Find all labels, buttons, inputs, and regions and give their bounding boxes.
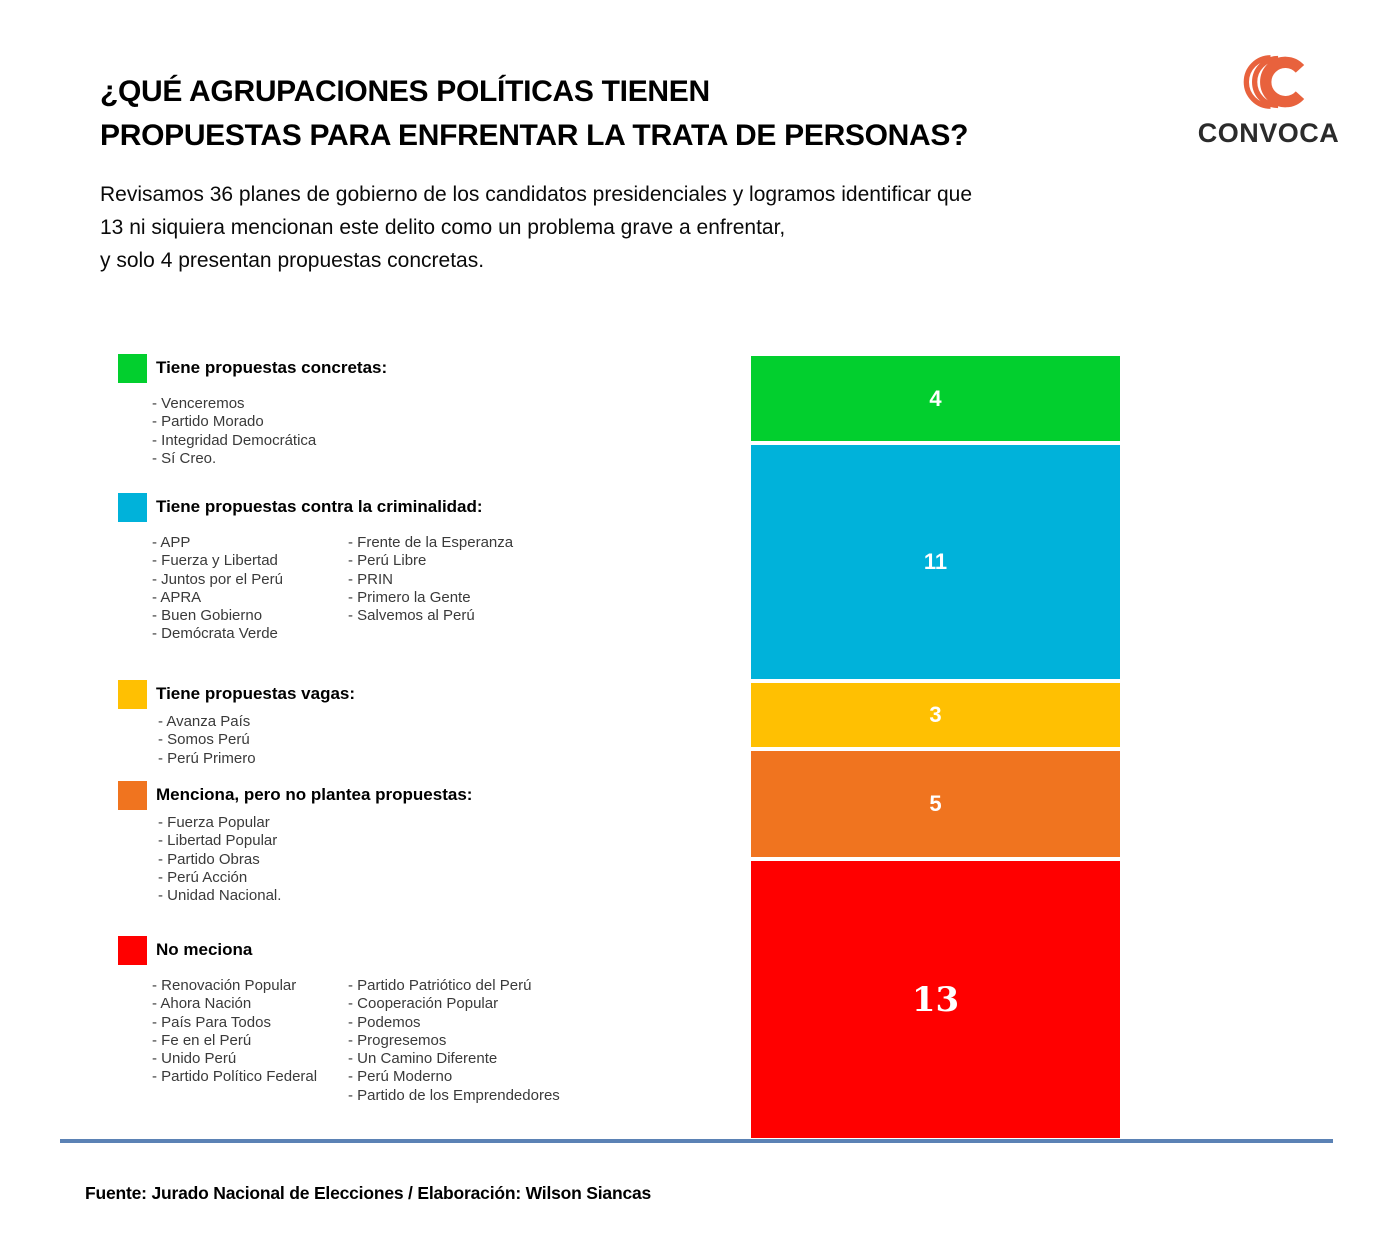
party-list-item: Perú Primero xyxy=(158,750,344,768)
yellow-swatch-icon xyxy=(118,679,147,709)
legend-title: No meciona xyxy=(156,940,253,959)
cyan-swatch-icon xyxy=(118,492,147,522)
party-list-item: Partido Obras xyxy=(158,851,344,869)
bar-value-label: 5 xyxy=(929,791,942,817)
party-list-item: Perú Moderno xyxy=(348,1068,560,1086)
legend-group-no-menciona: No meciona Renovación PopularAhora Nació… xyxy=(118,935,718,1105)
party-list-item: Salvemos al Perú xyxy=(348,607,534,625)
legend-head: No meciona xyxy=(118,935,718,965)
party-list-item: Sí Creo. xyxy=(152,450,338,468)
party-list-item: Renovación Popular xyxy=(152,977,338,995)
party-column: Renovación PopularAhora NaciónPaís Para … xyxy=(152,977,348,1105)
party-list-item: Primero la Gente xyxy=(348,589,534,607)
convoca-c-icon xyxy=(1243,55,1304,109)
legend-group-propuestas-vagas: Tiene propuestas vagas: Avanza PaísSomos… xyxy=(118,679,718,768)
party-list-item: Fuerza y Libertad xyxy=(152,552,338,570)
bar-segment-3: 5 xyxy=(751,750,1120,858)
party-list-item: APP xyxy=(152,534,338,552)
bar-value-label: 3 xyxy=(929,702,942,728)
party-list: APPFuerza y LibertadJuntos por el PerúAP… xyxy=(152,534,718,644)
legend-group-contra-criminalidad: Tiene propuestas contra la criminalidad:… xyxy=(118,492,718,644)
bar-segment-4: 13 xyxy=(751,861,1120,1138)
party-list-item: Partido Patriótico del Perú xyxy=(348,977,560,995)
party-list-item: Podemos xyxy=(348,1014,560,1032)
party-list-item: Unidad Nacional. xyxy=(158,887,344,905)
party-column: Fuerza PopularLibertad PopularPartido Ob… xyxy=(158,814,354,905)
party-column: APPFuerza y LibertadJuntos por el PerúAP… xyxy=(152,534,348,644)
intro-line-3: y solo 4 presentan propuestas concretas. xyxy=(100,249,485,272)
party-list-item: Avanza País xyxy=(158,713,344,731)
party-list-item: Cooperación Popular xyxy=(348,995,560,1013)
page-title-line-1: ¿QUÉ AGRUPACIONES POLÍTICAS TIENEN xyxy=(100,75,710,108)
party-list-item: Perú Libre xyxy=(348,552,534,570)
convoca-logo-text: CONVOCA xyxy=(1197,118,1340,148)
page-title: ¿QUÉ AGRUPACIONES POLÍTICAS TIENEN PROPU… xyxy=(100,70,968,158)
intro-line-1: Revisamos 36 planes de gobierno de los c… xyxy=(100,183,973,206)
page-title-line-2: PROPUESTAS PARA ENFRENTAR LA TRATA DE PE… xyxy=(100,119,969,152)
party-list-item: Partido de los Emprendedores xyxy=(348,1087,560,1105)
intro-line-2: 13 ni siquiera mencionan este delito com… xyxy=(100,216,786,239)
legend-group-propuestas-concretas: Tiene propuestas concretas: VenceremosPa… xyxy=(118,353,718,468)
party-list-item: PRIN xyxy=(348,571,534,589)
stacked-bar-chart: 4 11 3 5 13 xyxy=(751,356,1120,1138)
party-column: VenceremosPartido MoradoIntegridad Democ… xyxy=(152,395,348,468)
party-list-item: Fuerza Popular xyxy=(158,814,344,832)
party-list-item: Progresemos xyxy=(348,1032,560,1050)
bar-segment-0: 4 xyxy=(751,356,1120,442)
legend-head: Tiene propuestas concretas: xyxy=(118,353,718,383)
bar-segment-1: 11 xyxy=(751,445,1120,680)
party-list-item: APRA xyxy=(152,589,338,607)
party-list: Renovación PopularAhora NaciónPaís Para … xyxy=(152,977,718,1105)
party-list-item: Juntos por el Perú xyxy=(152,571,338,589)
party-list: Avanza PaísSomos PerúPerú Primero xyxy=(158,713,718,768)
party-list-item: Partido Morado xyxy=(152,413,338,431)
source-credit: Fuente: Jurado Nacional de Elecciones / … xyxy=(85,1183,652,1203)
red-swatch-icon xyxy=(118,935,147,965)
party-list-item: Demócrata Verde xyxy=(152,625,338,643)
party-list: VenceremosPartido MoradoIntegridad Democ… xyxy=(152,395,718,468)
green-swatch-icon xyxy=(118,353,147,383)
legend-head: Tiene propuestas contra la criminalidad: xyxy=(118,492,718,522)
party-list-item: Frente de la Esperanza xyxy=(348,534,534,552)
orange-swatch-icon xyxy=(118,780,147,810)
party-list-item: Libertad Popular xyxy=(158,832,344,850)
party-column: Partido Patriótico del PerúCooperación P… xyxy=(348,977,570,1105)
party-list-item: Somos Perú xyxy=(158,731,344,749)
party-column: Frente de la EsperanzaPerú LibrePRINPrim… xyxy=(348,534,544,644)
party-list-item: Venceremos xyxy=(152,395,338,413)
bar-value-label: 13 xyxy=(911,979,960,1020)
party-list-item: Integridad Democrática xyxy=(152,432,338,450)
legend-title: Tiene propuestas contra la criminalidad: xyxy=(156,497,483,516)
party-list-item: Partido Político Federal xyxy=(152,1068,338,1086)
party-list-item: Buen Gobierno xyxy=(152,607,338,625)
party-list-item: Unido Perú xyxy=(152,1050,338,1068)
party-list-item: Ahora Nación xyxy=(152,995,338,1013)
bar-value-label: 4 xyxy=(929,385,942,411)
party-list: Fuerza PopularLibertad PopularPartido Ob… xyxy=(158,814,718,905)
legend-group-menciona-sin-propuestas: Menciona, pero no plantea propuestas: Fu… xyxy=(118,780,718,905)
party-list-item: Perú Acción xyxy=(158,869,344,887)
intro-paragraph: Revisamos 36 planes de gobierno de los c… xyxy=(100,178,972,277)
party-list-item: Fe en el Perú xyxy=(152,1032,338,1050)
divider-line xyxy=(60,1139,1333,1143)
legend-title: Menciona, pero no plantea propuestas: xyxy=(156,785,473,804)
party-column: Avanza PaísSomos PerúPerú Primero xyxy=(158,713,354,768)
bar-value-label: 11 xyxy=(923,549,948,575)
legend-title: Tiene propuestas vagas: xyxy=(156,684,356,703)
party-list-item: País Para Todos xyxy=(152,1014,338,1032)
bar-segment-2: 3 xyxy=(751,683,1120,747)
convoca-logo: CONVOCA xyxy=(1196,48,1341,149)
legend-title: Tiene propuestas concretas: xyxy=(156,358,388,377)
party-list-item: Un Camino Diferente xyxy=(348,1050,560,1068)
legend-head: Tiene propuestas vagas: xyxy=(118,679,718,709)
legend-head: Menciona, pero no plantea propuestas: xyxy=(118,780,718,810)
